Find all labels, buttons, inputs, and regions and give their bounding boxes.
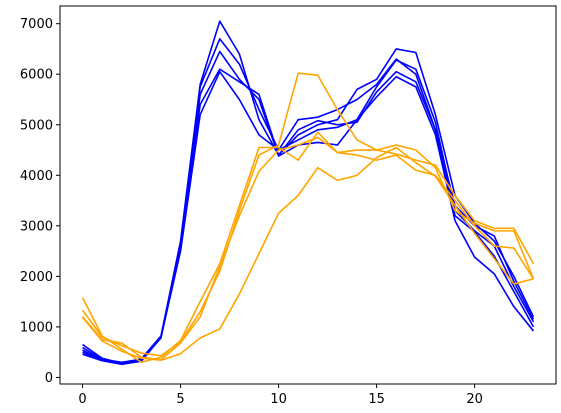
x-tick-label: 5 [176,392,184,407]
x-tick-label: 10 [270,392,287,407]
series-line-9 [81,146,534,362]
plot-area [60,6,556,384]
plot-background [60,6,556,384]
y-tick-label: 1000 [20,320,53,335]
y-axis: 0 1000 2000 3000 4000 5000 6000 7000 [20,17,60,386]
axes-frame [59,5,557,385]
series-line-5 [82,70,535,366]
x-tick-label: 20 [466,392,483,407]
x-tick-label: 0 [78,392,86,407]
x-axis: 0 5 10 15 20 [78,384,483,407]
series-line-6 [81,131,535,364]
y-tick-label: 4000 [20,169,53,184]
y-tick-label: 2000 [20,270,53,285]
y-tick-label: 7000 [20,17,53,32]
y-tick-label: 5000 [20,118,53,133]
x-tick-label: 15 [368,392,385,407]
y-tick-label: 3000 [20,219,53,234]
y-tick-label: 6000 [20,68,53,83]
series-line-7 [81,72,535,357]
y-tick-label: 0 [45,371,53,386]
series-layer [81,20,535,366]
